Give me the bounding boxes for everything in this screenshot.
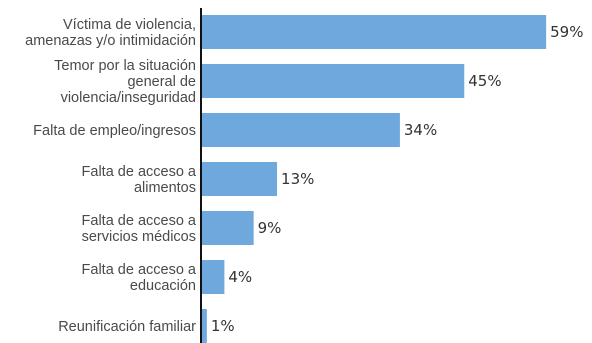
category-label: Reunificación familiar: [58, 319, 196, 335]
value-label: 1%: [211, 317, 235, 335]
bar: [201, 260, 225, 294]
category-label: Falta de acceso a servicios médicos: [82, 213, 197, 245]
category-label-line: servicios médicos: [82, 229, 196, 245]
value-label: 34%: [404, 121, 437, 139]
category-label-line: Víctima de violencia,: [63, 17, 196, 33]
category-label-line: Falta de acceso a: [82, 213, 197, 229]
category-label: Falta de empleo/ingresos: [33, 123, 196, 139]
category-label: Falta de acceso a alimentos: [82, 164, 197, 196]
bar: [201, 64, 465, 98]
bar: [201, 15, 547, 49]
bar: [201, 113, 400, 147]
value-label: 13%: [281, 170, 314, 188]
category-label-line: Falta de empleo/ingresos: [33, 123, 196, 139]
category-label-line: educación: [130, 278, 196, 294]
category-label-line: Falta de acceso a: [82, 262, 197, 278]
value-label: 4%: [228, 268, 252, 286]
bar: [201, 309, 207, 343]
category-label: Falta de acceso a educación: [82, 262, 197, 294]
value-label: 59%: [550, 23, 583, 41]
category-label: Víctima de violencia, amenazas y/o intimi…: [25, 17, 196, 49]
bar: [201, 162, 278, 196]
value-label: 45%: [468, 72, 501, 90]
bars-group: [201, 15, 547, 343]
category-label-line: Reunificación familiar: [58, 319, 196, 335]
value-label: 9%: [258, 219, 282, 237]
category-label: Temor por la situación general de violenci…: [54, 58, 196, 106]
bar: [201, 211, 254, 245]
category-label-line: violencia/inseguridad: [61, 90, 196, 106]
category-label-line: Temor por la situación: [54, 58, 196, 74]
category-label-line: alimentos: [134, 180, 196, 196]
category-label-line: general de: [127, 74, 196, 90]
category-label-line: amenazas y/o intimidación: [25, 33, 196, 49]
value-labels-group: 59% 45% 34% 13% 9% 4% 1%: [211, 23, 584, 335]
category-labels-group: Víctima de violencia, amenazas y/o intimi…: [25, 17, 197, 335]
category-label-line: Falta de acceso a: [82, 164, 197, 180]
